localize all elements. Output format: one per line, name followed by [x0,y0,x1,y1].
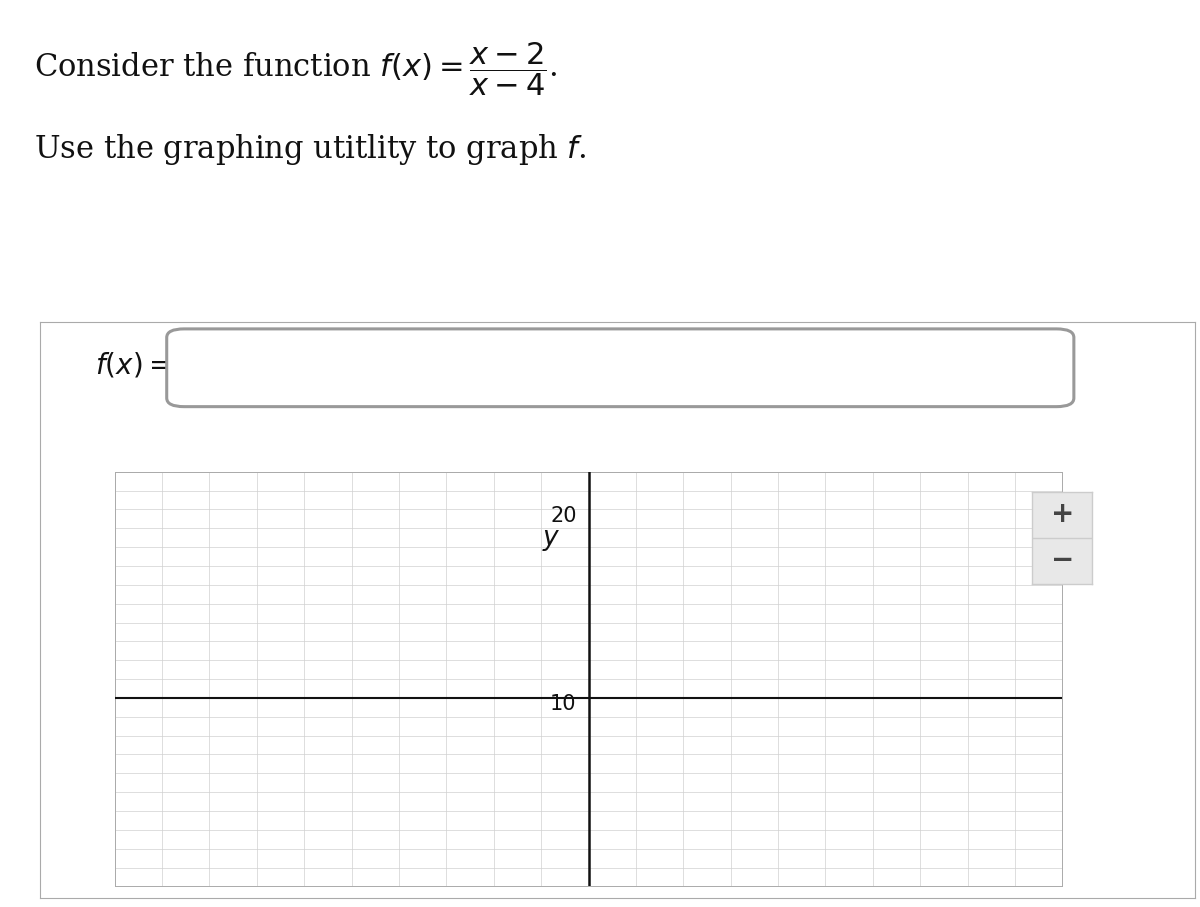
Text: 20: 20 [550,506,577,526]
Text: 10: 10 [550,694,577,714]
Text: −: − [1051,546,1074,574]
Text: $y$: $y$ [541,528,560,553]
Text: $f(x) =$: $f(x) =$ [95,351,170,380]
FancyBboxPatch shape [167,329,1074,406]
Text: +: + [1051,501,1074,529]
Text: Consider the function $f(x) = \dfrac{x - 2}{x - 4}$.: Consider the function $f(x) = \dfrac{x -… [34,41,557,98]
Text: Use the graphing utitlity to graph $f$.: Use the graphing utitlity to graph $f$. [34,132,586,167]
